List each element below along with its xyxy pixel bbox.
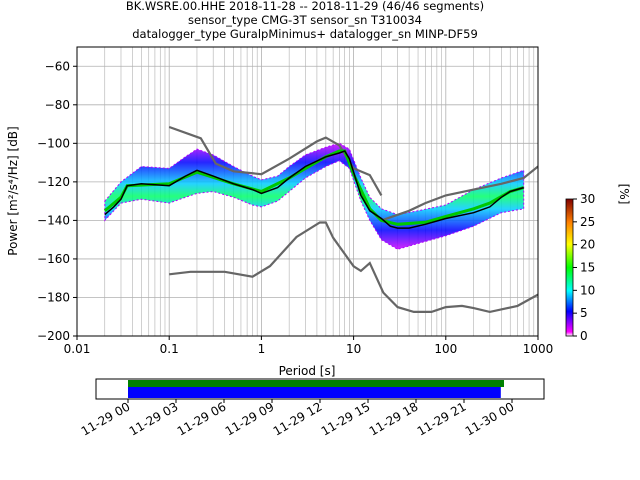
- colorbar: 0 5 10 15 20 25 30 [%]: [565, 184, 631, 343]
- x-axis: 0.01 0.1 1 10 100 1000: [64, 336, 554, 356]
- x-tick-label: 1000: [523, 342, 554, 356]
- noise-model-line: [169, 221, 538, 314]
- x-axis-label: Period [s]: [279, 364, 336, 378]
- title-line-3: datalogger_type GuralpMinimus+ datalogge…: [132, 27, 478, 41]
- probability-density-band: [104, 142, 525, 250]
- y-tick-label: −80: [45, 98, 70, 112]
- colorbar-tick-label: 10: [580, 283, 595, 297]
- y-tick-label: −120: [37, 175, 70, 189]
- timeline-tick-label: 11-29 18: [367, 399, 421, 438]
- timeline-bar: [128, 387, 501, 398]
- y-tick-label: −140: [37, 213, 70, 227]
- colorbar-tick-label: 25: [580, 215, 595, 229]
- timeline-tick-label: 11-29 06: [175, 399, 229, 438]
- colorbar-tick-label: 0: [580, 329, 588, 343]
- timeline-tick-label: 11-29 15: [319, 399, 373, 438]
- y-tick-label: −200: [37, 329, 70, 343]
- timeline-tick-label: 11-30 00: [463, 399, 517, 438]
- timeline-tick-label: 11-29 03: [127, 399, 181, 438]
- y-tick-label: −60: [45, 59, 70, 73]
- noise-model-line: [168, 125, 383, 196]
- colorbar-tick-label: 5: [580, 306, 588, 320]
- x-tick-label: 100: [434, 342, 457, 356]
- mean-psd-line: [104, 150, 524, 229]
- noise-models: [168, 125, 538, 314]
- psd-plot: 0.01 0.1 1 10 100 1000 −60 −80 −100 −120 −140 −160…: [6, 46, 554, 378]
- timeline-tick-label: 11-29 09: [223, 399, 277, 438]
- timeline-tick-label: 11-29 12: [271, 399, 325, 438]
- y-tick-label: −160: [37, 252, 70, 266]
- timeline-tick-label: 11-29 21: [415, 399, 469, 438]
- colorbar-tick-label: 30: [580, 192, 595, 206]
- plot-frame: [76, 46, 539, 337]
- noise-model-line: [381, 165, 538, 222]
- timeline-tick-label: 11-29 00: [79, 399, 133, 438]
- title-line-2: sensor_type CMG-3T sensor_sn T310034: [188, 13, 422, 27]
- colorbar-label: [%]: [617, 184, 631, 205]
- y-axis: −60 −80 −100 −120 −140 −160 −180 −200: [37, 59, 77, 343]
- y-tick-label: −100: [37, 136, 70, 150]
- x-tick-label: 10: [346, 342, 361, 356]
- colorbar-tick-label: 15: [580, 261, 595, 275]
- title-line-1: BK.WSRE.00.HHE 2018-11-28 -- 2018-11-29 …: [126, 0, 484, 13]
- x-tick-label: 0.1: [160, 342, 179, 356]
- colorbar-tick-label: 20: [580, 238, 595, 252]
- colorbar-gradient: [565, 198, 574, 337]
- x-tick-label: 1: [258, 342, 266, 356]
- timeline-bar: [128, 380, 504, 387]
- y-tick-label: −180: [37, 290, 70, 304]
- colorbar-ticks: 0 5 10 15 20 25 30: [573, 192, 595, 343]
- x-tick-label: 0.01: [64, 342, 91, 356]
- timeline-bars: [128, 380, 504, 398]
- y-axis-label: Power [m²/s⁴/Hz] [dB]: [6, 126, 20, 255]
